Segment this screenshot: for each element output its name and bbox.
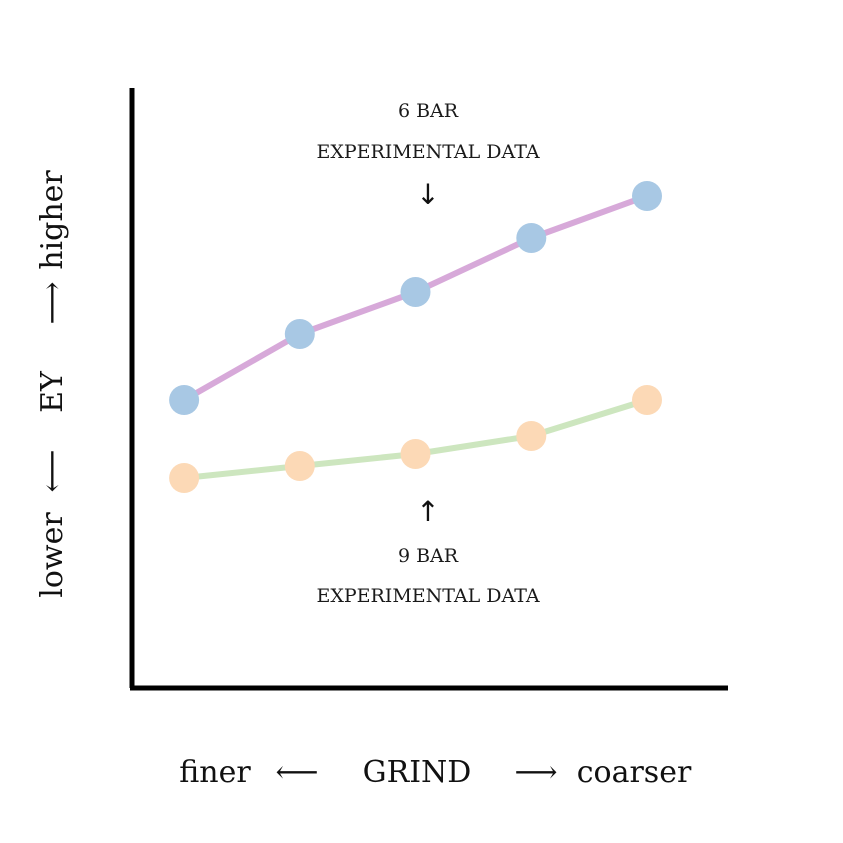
data-point-s0-1 — [284, 319, 315, 349]
x-axis-title: GRIND — [363, 755, 472, 790]
up-arrow-icon: ↑ — [416, 495, 439, 528]
annotation-6-bar-line1: 6 BAR — [398, 100, 459, 122]
x-axis-caption: finer ⟵ GRIND ⟶ coarser — [179, 755, 692, 790]
y-axis-caption: lower ⟵ EY ⟶ higher — [35, 170, 70, 598]
data-point-s1-1 — [284, 451, 315, 481]
data-point-s1-2 — [400, 439, 431, 469]
series-0 — [169, 181, 662, 415]
down-arrow-icon: ↓ — [416, 178, 439, 211]
annotation-6-bar-line2: EXPERIMENTAL DATA — [316, 141, 539, 163]
data-point-s1-4 — [632, 385, 662, 415]
x-axis-right-arrow-icon: ⟶ — [514, 755, 557, 790]
x-axis-low-label: finer — [179, 755, 251, 790]
data-point-s1-0 — [169, 463, 200, 493]
y-axis-up-arrow-icon: ⟶ — [35, 281, 70, 324]
x-axis-high-label: coarser — [577, 755, 692, 790]
annotation-9-bar: ↑ 9 BAR EXPERIMENTAL DATA — [316, 495, 539, 607]
data-point-s0-4 — [632, 181, 662, 211]
series-layer — [169, 181, 662, 493]
x-axis-left-arrow-icon: ⟵ — [275, 755, 318, 790]
series-1 — [169, 385, 662, 493]
y-axis-high-label: higher — [35, 170, 70, 270]
annotation-9-bar-line2: EXPERIMENTAL DATA — [316, 585, 539, 607]
data-point-s0-0 — [169, 385, 200, 415]
annotation-6-bar: 6 BAR EXPERIMENTAL DATA ↓ — [316, 100, 539, 211]
y-axis-down-arrow-icon: ⟵ — [35, 449, 70, 492]
data-point-s0-2 — [400, 277, 431, 307]
data-point-s1-3 — [516, 421, 547, 451]
data-point-s0-3 — [516, 223, 547, 253]
y-axis-low-label: lower — [35, 512, 70, 598]
axes — [129, 88, 728, 691]
annotation-9-bar-line1: 9 BAR — [398, 545, 459, 567]
y-axis-title: EY — [35, 370, 70, 413]
